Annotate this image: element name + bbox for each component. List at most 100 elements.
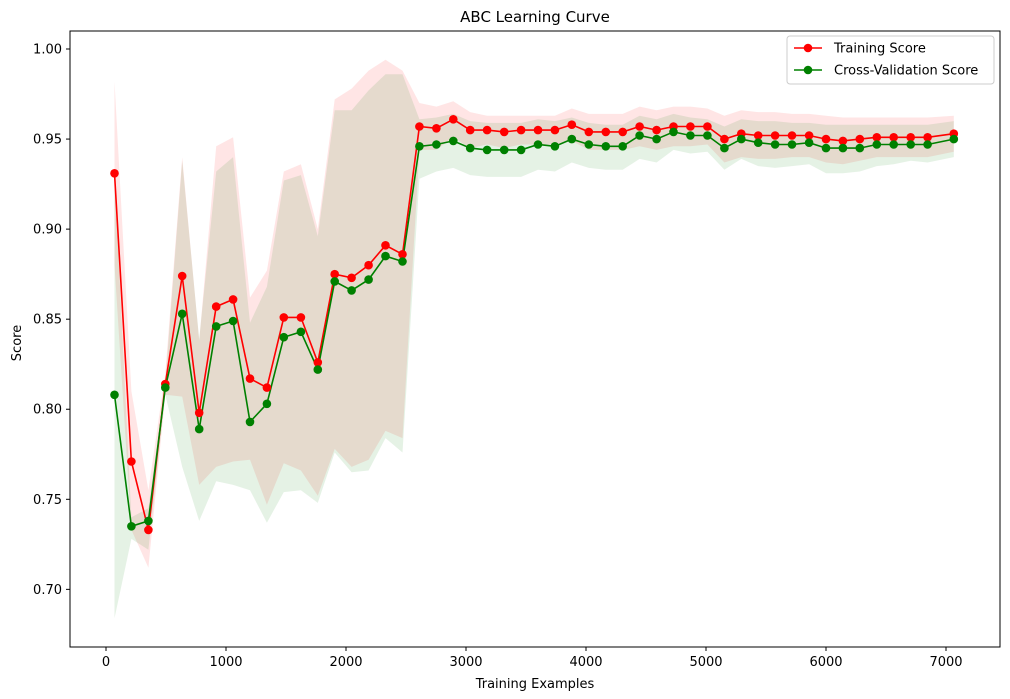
cross-validation-score-point bbox=[262, 399, 272, 409]
training-score-point bbox=[720, 134, 729, 144]
x-axis-ticks: 0 1000 2000 3000 4000 5000 6000 7000 bbox=[102, 647, 963, 670]
training-score-point bbox=[601, 127, 611, 137]
legend-training-label: Training Score bbox=[833, 42, 926, 57]
cross-validation-score-point bbox=[127, 522, 136, 531]
training-score-point bbox=[787, 131, 797, 140]
training-score-point bbox=[703, 122, 712, 131]
cross-validation-score-point bbox=[669, 127, 678, 137]
training-score-point bbox=[465, 125, 475, 135]
cross-validation-score-point bbox=[381, 251, 390, 261]
training-score-point bbox=[906, 133, 915, 142]
cross-validation-score-point bbox=[449, 136, 458, 146]
cross-validation-score-point bbox=[753, 138, 763, 147]
training-score-point bbox=[804, 131, 814, 140]
training-score-point bbox=[821, 134, 831, 144]
cross-validation-score-band bbox=[114, 74, 954, 619]
training-score-point bbox=[313, 358, 323, 367]
training-score-point bbox=[635, 122, 644, 131]
x-tick-label: 0 bbox=[102, 655, 110, 670]
cross-validation-score-point bbox=[872, 140, 882, 149]
cross-validation-score-point bbox=[838, 143, 848, 153]
training-score-point bbox=[398, 250, 407, 259]
training-score-point bbox=[855, 134, 865, 144]
cross-validation-score-point bbox=[279, 332, 289, 342]
training-score-point bbox=[211, 302, 221, 311]
training-score-point bbox=[516, 125, 526, 135]
cross-validation-score-point bbox=[177, 309, 187, 319]
cross-validation-score-point bbox=[533, 140, 543, 149]
cross-validation-score-point bbox=[787, 140, 797, 149]
cross-validation-score-point bbox=[923, 140, 932, 149]
cross-validation-score-point bbox=[652, 134, 661, 144]
cross-validation-score-point bbox=[618, 142, 627, 151]
training-score-point bbox=[262, 383, 272, 392]
legend-cross-validation-label: Cross-Validation Score bbox=[834, 64, 978, 79]
training-score-point bbox=[432, 124, 441, 133]
training-score-point bbox=[110, 169, 119, 178]
series-markers bbox=[110, 115, 959, 535]
training-score-point bbox=[770, 131, 780, 140]
cross-validation-score-point bbox=[949, 134, 959, 144]
chart-title: ABC Learning Curve bbox=[460, 8, 610, 26]
training-score-point bbox=[567, 120, 577, 129]
cross-validation-score-point bbox=[601, 142, 611, 151]
y-axis-title: Score bbox=[10, 325, 25, 361]
cross-validation-score-point bbox=[889, 140, 898, 149]
y-tick-label: 0.80 bbox=[33, 403, 62, 418]
training-score-point bbox=[838, 136, 848, 146]
cross-validation-score-point bbox=[821, 143, 831, 153]
training-score-point bbox=[686, 122, 695, 131]
cross-validation-score-point bbox=[194, 424, 204, 434]
x-tick-label: 4000 bbox=[569, 655, 602, 670]
training-score-point bbox=[381, 241, 390, 250]
cross-validation-score-point bbox=[330, 277, 340, 286]
cross-validation-score-point bbox=[737, 134, 746, 144]
training-score-point bbox=[889, 133, 898, 142]
cross-validation-score-point bbox=[110, 390, 119, 400]
legend-cross-validation-marker bbox=[803, 65, 813, 75]
training-score-point bbox=[449, 115, 458, 124]
y-tick-label: 0.95 bbox=[33, 133, 62, 148]
cross-validation-score-point bbox=[720, 143, 729, 153]
cross-validation-score-point bbox=[415, 142, 424, 151]
x-tick-label: 2000 bbox=[329, 655, 362, 670]
cross-validation-score-point bbox=[228, 316, 238, 326]
confidence-bands bbox=[114, 59, 954, 619]
training-score-point bbox=[330, 269, 340, 279]
legend-box bbox=[786, 35, 995, 85]
x-tick-label: 3000 bbox=[449, 655, 482, 670]
y-tick-label: 0.90 bbox=[33, 223, 62, 238]
cross-validation-score-point bbox=[703, 131, 712, 140]
y-tick-label: 0.75 bbox=[33, 493, 62, 508]
cross-validation-score-point bbox=[635, 131, 644, 140]
training-score-point bbox=[245, 374, 255, 383]
cross-validation-score-point bbox=[770, 140, 780, 149]
cross-validation-score-point bbox=[398, 257, 407, 266]
cross-validation-score-point bbox=[211, 322, 221, 331]
x-tick-label: 1000 bbox=[209, 655, 242, 670]
cross-validation-score-point bbox=[245, 417, 255, 427]
plot-frame bbox=[69, 30, 1001, 648]
training-score-point bbox=[499, 127, 509, 137]
y-tick-label: 1.00 bbox=[33, 43, 62, 58]
cross-validation-score-point bbox=[432, 140, 441, 149]
x-tick-label: 7000 bbox=[929, 655, 962, 670]
cross-validation-score-point bbox=[465, 143, 475, 153]
training-score-point bbox=[177, 271, 187, 281]
x-tick-label: 5000 bbox=[689, 655, 722, 670]
legend-training-marker bbox=[803, 43, 813, 53]
cross-validation-score-point bbox=[144, 516, 153, 526]
training-score-point bbox=[144, 525, 153, 535]
training-score-point bbox=[279, 313, 289, 322]
training-score-point bbox=[127, 457, 136, 466]
cross-validation-score-point bbox=[161, 383, 170, 392]
training-score-point bbox=[550, 125, 560, 135]
y-tick-label: 0.85 bbox=[33, 313, 62, 328]
training-score-band bbox=[114, 59, 954, 568]
cross-validation-score-point bbox=[499, 145, 509, 155]
training-score-point bbox=[228, 295, 238, 304]
x-tick-label: 6000 bbox=[809, 655, 842, 670]
training-score-point bbox=[618, 127, 627, 137]
cross-validation-score-point bbox=[296, 327, 306, 337]
